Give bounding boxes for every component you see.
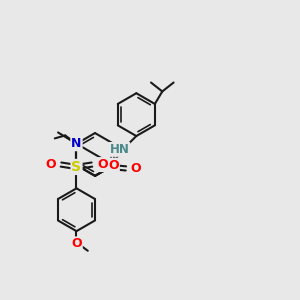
Text: S: S xyxy=(71,160,82,174)
Text: O: O xyxy=(108,159,119,172)
Text: N: N xyxy=(71,137,82,150)
Text: O: O xyxy=(45,158,56,171)
Text: O: O xyxy=(71,237,82,250)
Text: O: O xyxy=(97,158,108,171)
Text: HN: HN xyxy=(110,143,129,156)
Text: O: O xyxy=(131,162,141,175)
